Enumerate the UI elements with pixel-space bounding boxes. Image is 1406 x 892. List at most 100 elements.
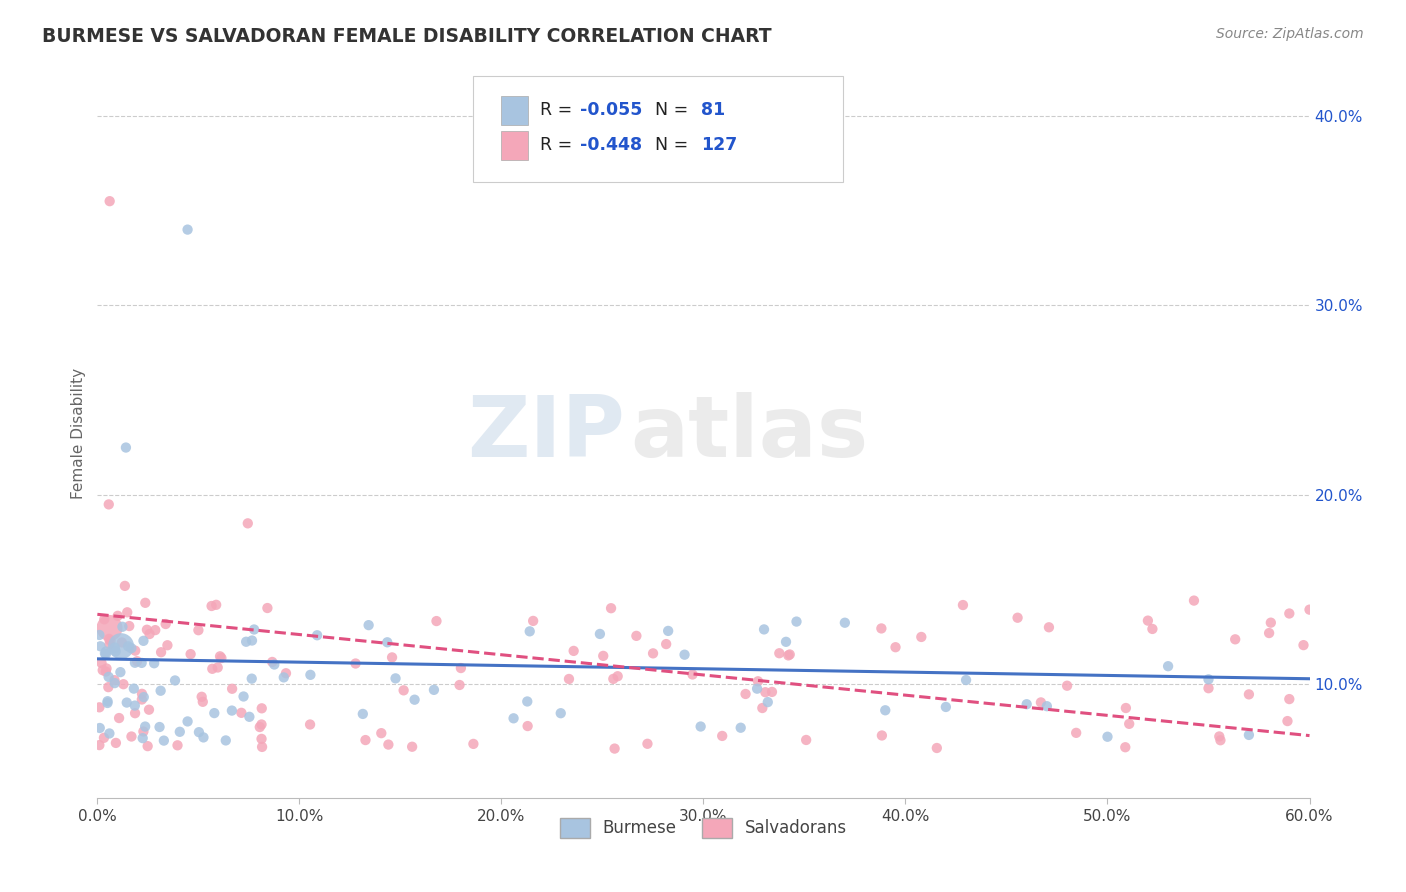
Point	[240, 672, 263, 686]
Point	[209, 651, 232, 665]
Point	[516, 694, 538, 708]
Point	[215, 733, 238, 747]
Point	[120, 641, 142, 656]
Point	[124, 643, 146, 657]
Point	[273, 670, 295, 684]
Point	[114, 579, 136, 593]
Point	[754, 685, 776, 699]
Point	[125, 654, 148, 668]
Text: N =: N =	[655, 136, 693, 154]
Point	[775, 635, 797, 649]
Point	[208, 649, 231, 664]
Point	[1298, 602, 1320, 616]
Point	[463, 737, 485, 751]
Point	[689, 719, 711, 733]
Point	[148, 720, 170, 734]
Point	[1056, 679, 1078, 693]
Point	[98, 621, 121, 635]
Point	[761, 685, 783, 699]
Point	[134, 596, 156, 610]
Point	[221, 704, 243, 718]
Point	[834, 615, 856, 630]
Point	[115, 441, 138, 455]
Point	[274, 666, 297, 681]
Point	[131, 656, 153, 670]
Point	[384, 672, 406, 686]
Point	[1064, 726, 1087, 740]
Point	[401, 739, 423, 754]
Point	[149, 683, 172, 698]
Point	[143, 657, 166, 671]
Point	[1260, 615, 1282, 630]
Text: atlas: atlas	[631, 392, 869, 475]
Point	[357, 618, 380, 632]
Point	[1225, 632, 1247, 647]
Point	[94, 665, 117, 679]
Point	[655, 637, 678, 651]
Point	[202, 706, 225, 720]
Point	[589, 627, 612, 641]
Point	[1278, 607, 1301, 621]
Point	[299, 717, 322, 731]
Point	[111, 635, 134, 649]
Point	[786, 615, 808, 629]
Point	[93, 731, 115, 745]
Point	[132, 724, 155, 739]
Point	[120, 730, 142, 744]
Point	[884, 640, 907, 655]
Point	[673, 648, 696, 662]
Point	[522, 614, 544, 628]
Point	[730, 721, 752, 735]
Point	[115, 605, 138, 619]
Point	[875, 703, 897, 717]
Point	[150, 645, 173, 659]
Point	[250, 731, 273, 746]
Point	[768, 646, 790, 660]
Point	[110, 665, 132, 680]
Point	[381, 650, 404, 665]
Point	[169, 724, 191, 739]
Point	[450, 661, 472, 675]
Point	[1277, 714, 1299, 728]
Point	[201, 662, 224, 676]
Point	[1157, 659, 1180, 673]
Point	[187, 725, 209, 739]
Point	[221, 681, 243, 696]
Point	[1118, 717, 1140, 731]
Point	[104, 640, 127, 655]
Point	[1237, 728, 1260, 742]
Bar	[501, 95, 527, 125]
Point	[93, 612, 115, 626]
Point	[163, 673, 186, 688]
Point	[89, 628, 111, 642]
Point	[124, 706, 146, 721]
Point	[176, 714, 198, 729]
Point	[250, 701, 273, 715]
Point	[96, 696, 118, 710]
Point	[606, 669, 628, 683]
Point	[262, 655, 284, 669]
Point	[91, 663, 114, 677]
Point	[89, 738, 111, 752]
Point	[107, 608, 129, 623]
Point	[425, 614, 447, 628]
Point	[636, 737, 658, 751]
Point	[110, 639, 132, 653]
Point	[423, 682, 446, 697]
Point	[96, 661, 118, 675]
Point	[1115, 701, 1137, 715]
Point	[756, 695, 779, 709]
Point	[602, 672, 624, 686]
Point	[118, 619, 141, 633]
Point	[94, 647, 117, 661]
Point	[375, 635, 398, 649]
Point	[97, 680, 120, 694]
Point	[354, 733, 377, 747]
Legend: Burmese, Salvadorans: Burmese, Salvadorans	[553, 811, 853, 845]
Point	[94, 647, 117, 661]
Point	[263, 657, 285, 672]
Point	[98, 194, 121, 209]
Point	[870, 622, 893, 636]
Point	[122, 681, 145, 696]
Point	[641, 646, 664, 660]
